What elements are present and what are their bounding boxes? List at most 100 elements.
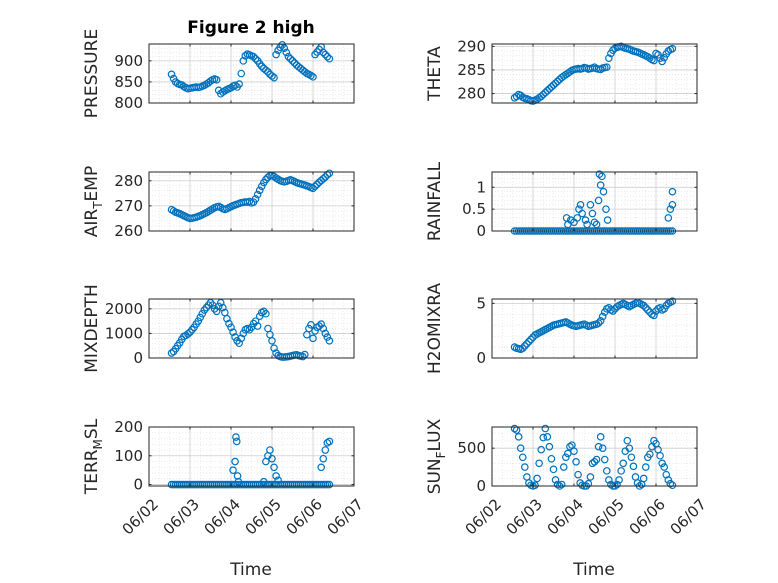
- data-point: [257, 182, 266, 191]
- data-point: [602, 63, 611, 71]
- data-point: [627, 453, 636, 462]
- data-point: [268, 72, 276, 80]
- data-point: [586, 473, 595, 481]
- subplot-6: 0 5 H2OMIXRA: [425, 283, 698, 374]
- data-point: [305, 324, 313, 333]
- data-point: [583, 220, 591, 229]
- axes-box: [148, 298, 355, 359]
- data-point: [574, 470, 582, 479]
- data-point: [646, 54, 654, 62]
- y-tick-label: 0: [133, 476, 143, 494]
- data-point: [566, 68, 574, 76]
- data-point: [225, 319, 233, 328]
- data-point: [518, 344, 527, 352]
- data-point: [272, 50, 280, 59]
- data-point: [319, 324, 328, 333]
- x-axis-label-left: Time: [229, 560, 272, 580]
- data-point: [658, 57, 666, 66]
- data-point: [595, 170, 604, 178]
- data-point: [325, 54, 334, 63]
- data-point: [545, 85, 554, 93]
- data-point: [262, 309, 270, 318]
- data-point: [551, 79, 560, 87]
- data-point: [547, 83, 556, 91]
- data-point: [311, 182, 319, 191]
- data-point: [668, 481, 677, 490]
- data-point: [510, 424, 519, 433]
- data-point: [290, 59, 299, 67]
- data-point: [325, 480, 334, 489]
- y-tick-label: 850: [114, 73, 143, 91]
- data-point: [668, 187, 677, 196]
- y-axis-label: H2OMIXRA: [425, 283, 445, 374]
- data-point: [650, 311, 658, 320]
- y-axis-label: RAINFALL: [425, 161, 445, 241]
- data-series: [167, 169, 334, 223]
- data-point: [325, 169, 334, 178]
- data-point: [602, 467, 611, 475]
- data-point: [288, 57, 297, 65]
- data-point: [272, 472, 280, 480]
- data-point: [321, 50, 330, 59]
- axes-box: [148, 43, 355, 104]
- data-point: [588, 209, 597, 218]
- axes-box: [148, 426, 355, 487]
- data-point: [280, 44, 289, 53]
- data-point: [231, 457, 239, 466]
- data-point: [543, 86, 552, 95]
- data-point: [309, 73, 317, 81]
- y-tick-label: 5: [476, 294, 486, 312]
- data-point: [592, 220, 601, 229]
- data-point: [573, 214, 582, 222]
- data-point: [235, 339, 244, 348]
- data-point: [282, 48, 291, 57]
- data-point: [253, 322, 262, 330]
- data-point: [590, 457, 599, 466]
- data-point: [268, 336, 276, 345]
- data-point: [541, 88, 550, 97]
- data-point: [214, 302, 223, 311]
- data-point: [321, 480, 330, 489]
- y-tick-label: 290: [457, 37, 486, 55]
- data-point: [545, 442, 554, 451]
- axes-box: [491, 426, 698, 487]
- data-point: [656, 451, 664, 460]
- data-point: [598, 444, 607, 452]
- data-point: [514, 433, 523, 441]
- data-point: [598, 312, 607, 321]
- data-point: [323, 439, 332, 447]
- grid: [491, 427, 698, 487]
- data-point: [319, 454, 328, 463]
- data-point: [629, 462, 638, 471]
- data-point: [541, 424, 550, 433]
- y-tick-label: 1: [476, 178, 486, 196]
- y-tick-label: 1000: [105, 324, 143, 342]
- y-tick-label: 0: [476, 477, 486, 495]
- y-tick-label: 260: [114, 222, 143, 240]
- y-tick-label: 2000: [105, 300, 143, 318]
- data-point: [596, 317, 605, 325]
- data-point: [578, 209, 587, 218]
- data-point: [212, 76, 221, 84]
- data-point: [557, 480, 566, 489]
- data-point: [270, 344, 278, 352]
- data-point: [576, 200, 585, 209]
- data-point: [643, 306, 652, 314]
- data-point: [668, 200, 677, 209]
- data-point: [588, 459, 597, 468]
- data-point: [666, 205, 675, 213]
- data-point: [184, 330, 192, 338]
- axes-box: [491, 43, 698, 104]
- data-point: [566, 442, 574, 451]
- data-point: [284, 52, 293, 61]
- y-axis-label: TERRMSL: [82, 418, 105, 495]
- data-point: [319, 174, 328, 183]
- data-point: [223, 314, 231, 323]
- data-point: [319, 48, 328, 57]
- data-point: [321, 329, 330, 338]
- data-point: [617, 467, 625, 475]
- y-tick-label: 200: [114, 418, 143, 436]
- data-series: [167, 298, 334, 361]
- data-series: [167, 41, 334, 98]
